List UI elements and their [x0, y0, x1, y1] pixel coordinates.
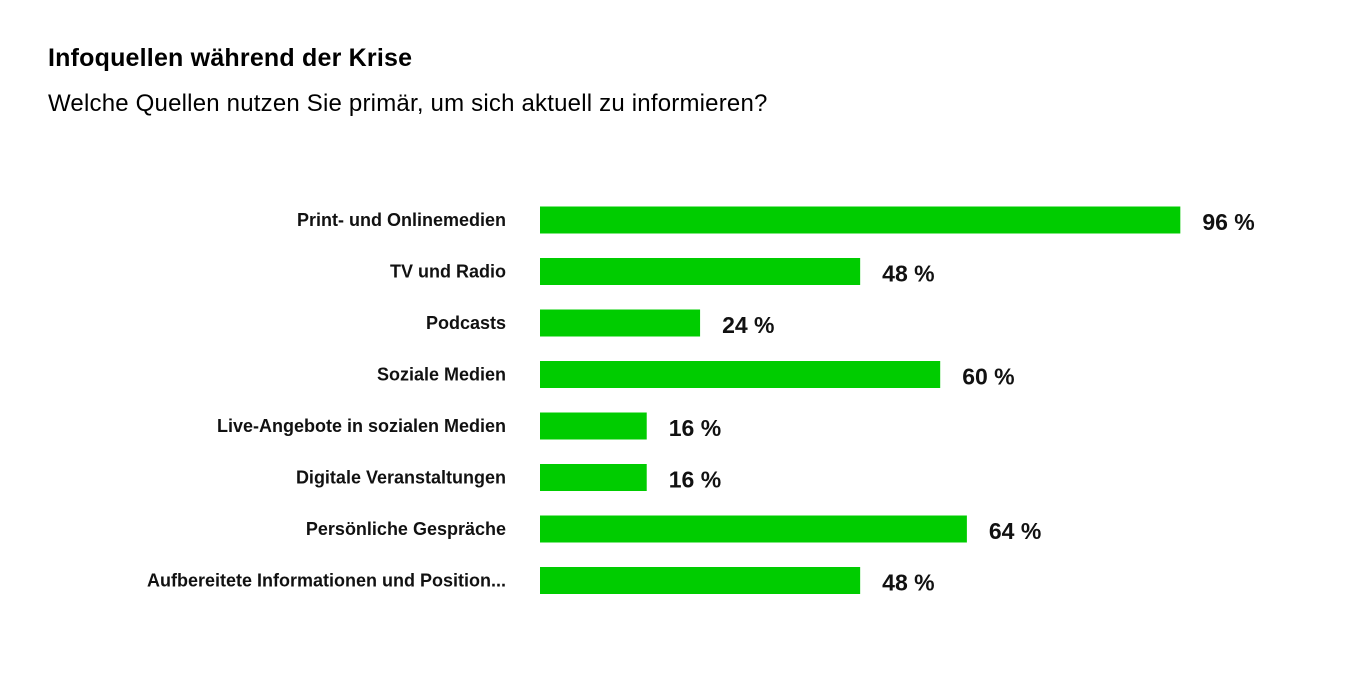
value-label: 64 % — [989, 518, 1041, 544]
chart-subtitle: Welche Quellen nutzen Sie primär, um sic… — [48, 90, 768, 117]
value-label: 48 % — [882, 261, 934, 287]
category-label: Aufbereitete Informationen und Position.… — [147, 571, 506, 591]
bar — [540, 309, 701, 337]
value-label: 96 % — [1202, 209, 1254, 235]
category-label: Live-Angebote in sozialen Medien — [217, 416, 506, 436]
category-label: TV und Radio — [390, 262, 506, 282]
bar — [540, 515, 967, 543]
bar — [540, 464, 647, 491]
value-label: 60 % — [962, 364, 1014, 390]
value-label: 24 % — [722, 312, 774, 338]
bar — [540, 361, 941, 388]
value-label: 48 % — [882, 570, 934, 596]
value-label: 16 % — [669, 467, 721, 493]
category-label: Soziale Medien — [377, 365, 506, 385]
bar — [540, 206, 1181, 234]
category-label: Podcasts — [426, 313, 506, 333]
bar — [540, 412, 647, 440]
value-label: 16 % — [669, 415, 721, 441]
category-label: Print- und Onlinemedien — [297, 210, 506, 230]
category-label: Digitale Veranstaltungen — [296, 468, 506, 488]
category-label: Persönliche Gespräche — [306, 519, 506, 539]
bar — [540, 258, 861, 285]
chart-title: Infoquellen während der Krise — [48, 44, 413, 72]
bar — [540, 567, 861, 594]
